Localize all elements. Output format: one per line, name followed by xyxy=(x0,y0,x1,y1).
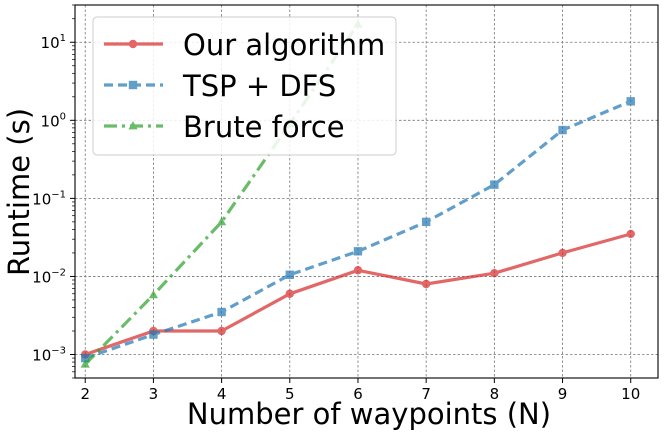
legend-entry: Brute force xyxy=(104,110,345,144)
data-point xyxy=(626,229,635,239)
data-point xyxy=(128,121,138,130)
legend-entry: TSP + DFS xyxy=(104,69,336,103)
data-point xyxy=(421,217,431,227)
y-tick-label: 10−1 xyxy=(32,189,66,208)
legend-swatch xyxy=(104,39,163,49)
data-point xyxy=(285,289,294,298)
data-point xyxy=(558,125,567,135)
legend-swatch xyxy=(104,80,163,90)
y-tick-label: 10−3 xyxy=(32,346,66,365)
series-our-algorithm xyxy=(81,229,635,359)
x-tick-label: 7 xyxy=(421,385,431,403)
y-axis-label: Runtime (s) xyxy=(2,108,36,276)
data-point xyxy=(490,180,499,189)
data-point xyxy=(558,248,567,258)
data-point xyxy=(80,359,90,368)
legend-label: Brute force xyxy=(183,110,345,144)
y-tick-label: 10−2 xyxy=(32,267,66,286)
data-point xyxy=(285,270,294,279)
legend-swatch xyxy=(104,121,163,130)
series-tsp-dfs xyxy=(81,97,635,363)
x-tick-label: 3 xyxy=(149,385,159,403)
legend-entry: Our algorithm xyxy=(104,28,385,62)
plot-frame xyxy=(74,4,659,379)
y-tick-label: 100 xyxy=(41,111,66,130)
x-tick-label: 5 xyxy=(285,385,295,403)
grid-lines xyxy=(75,5,658,378)
data-point xyxy=(217,307,226,317)
x-tick-label: 9 xyxy=(558,385,568,403)
data-point xyxy=(128,39,138,49)
x-tick-label: 8 xyxy=(490,385,500,403)
data-point xyxy=(217,326,226,336)
x-tick-label: 4 xyxy=(217,385,227,403)
data-point xyxy=(490,269,499,278)
data-point xyxy=(216,217,227,226)
data-point xyxy=(353,266,363,275)
legend-label: TSP + DFS xyxy=(182,69,336,103)
x-axis-label: Number of waypoints (N) xyxy=(187,397,551,431)
data-point xyxy=(128,80,138,90)
data-point xyxy=(148,290,159,299)
x-tick-label: 2 xyxy=(80,385,90,403)
x-tick-label: 10 xyxy=(621,385,640,403)
data-point xyxy=(421,279,431,289)
data-point xyxy=(81,353,90,363)
y-tick-label: 101 xyxy=(41,33,66,52)
legend-label: Our algorithm xyxy=(183,28,385,62)
data-point xyxy=(149,330,158,339)
legend: Our algorithm TSP + DFS Brute force xyxy=(92,16,397,156)
x-tick-label: 6 xyxy=(353,385,363,403)
data-point xyxy=(626,97,635,106)
legend-box xyxy=(92,16,397,156)
data-point xyxy=(353,247,363,256)
